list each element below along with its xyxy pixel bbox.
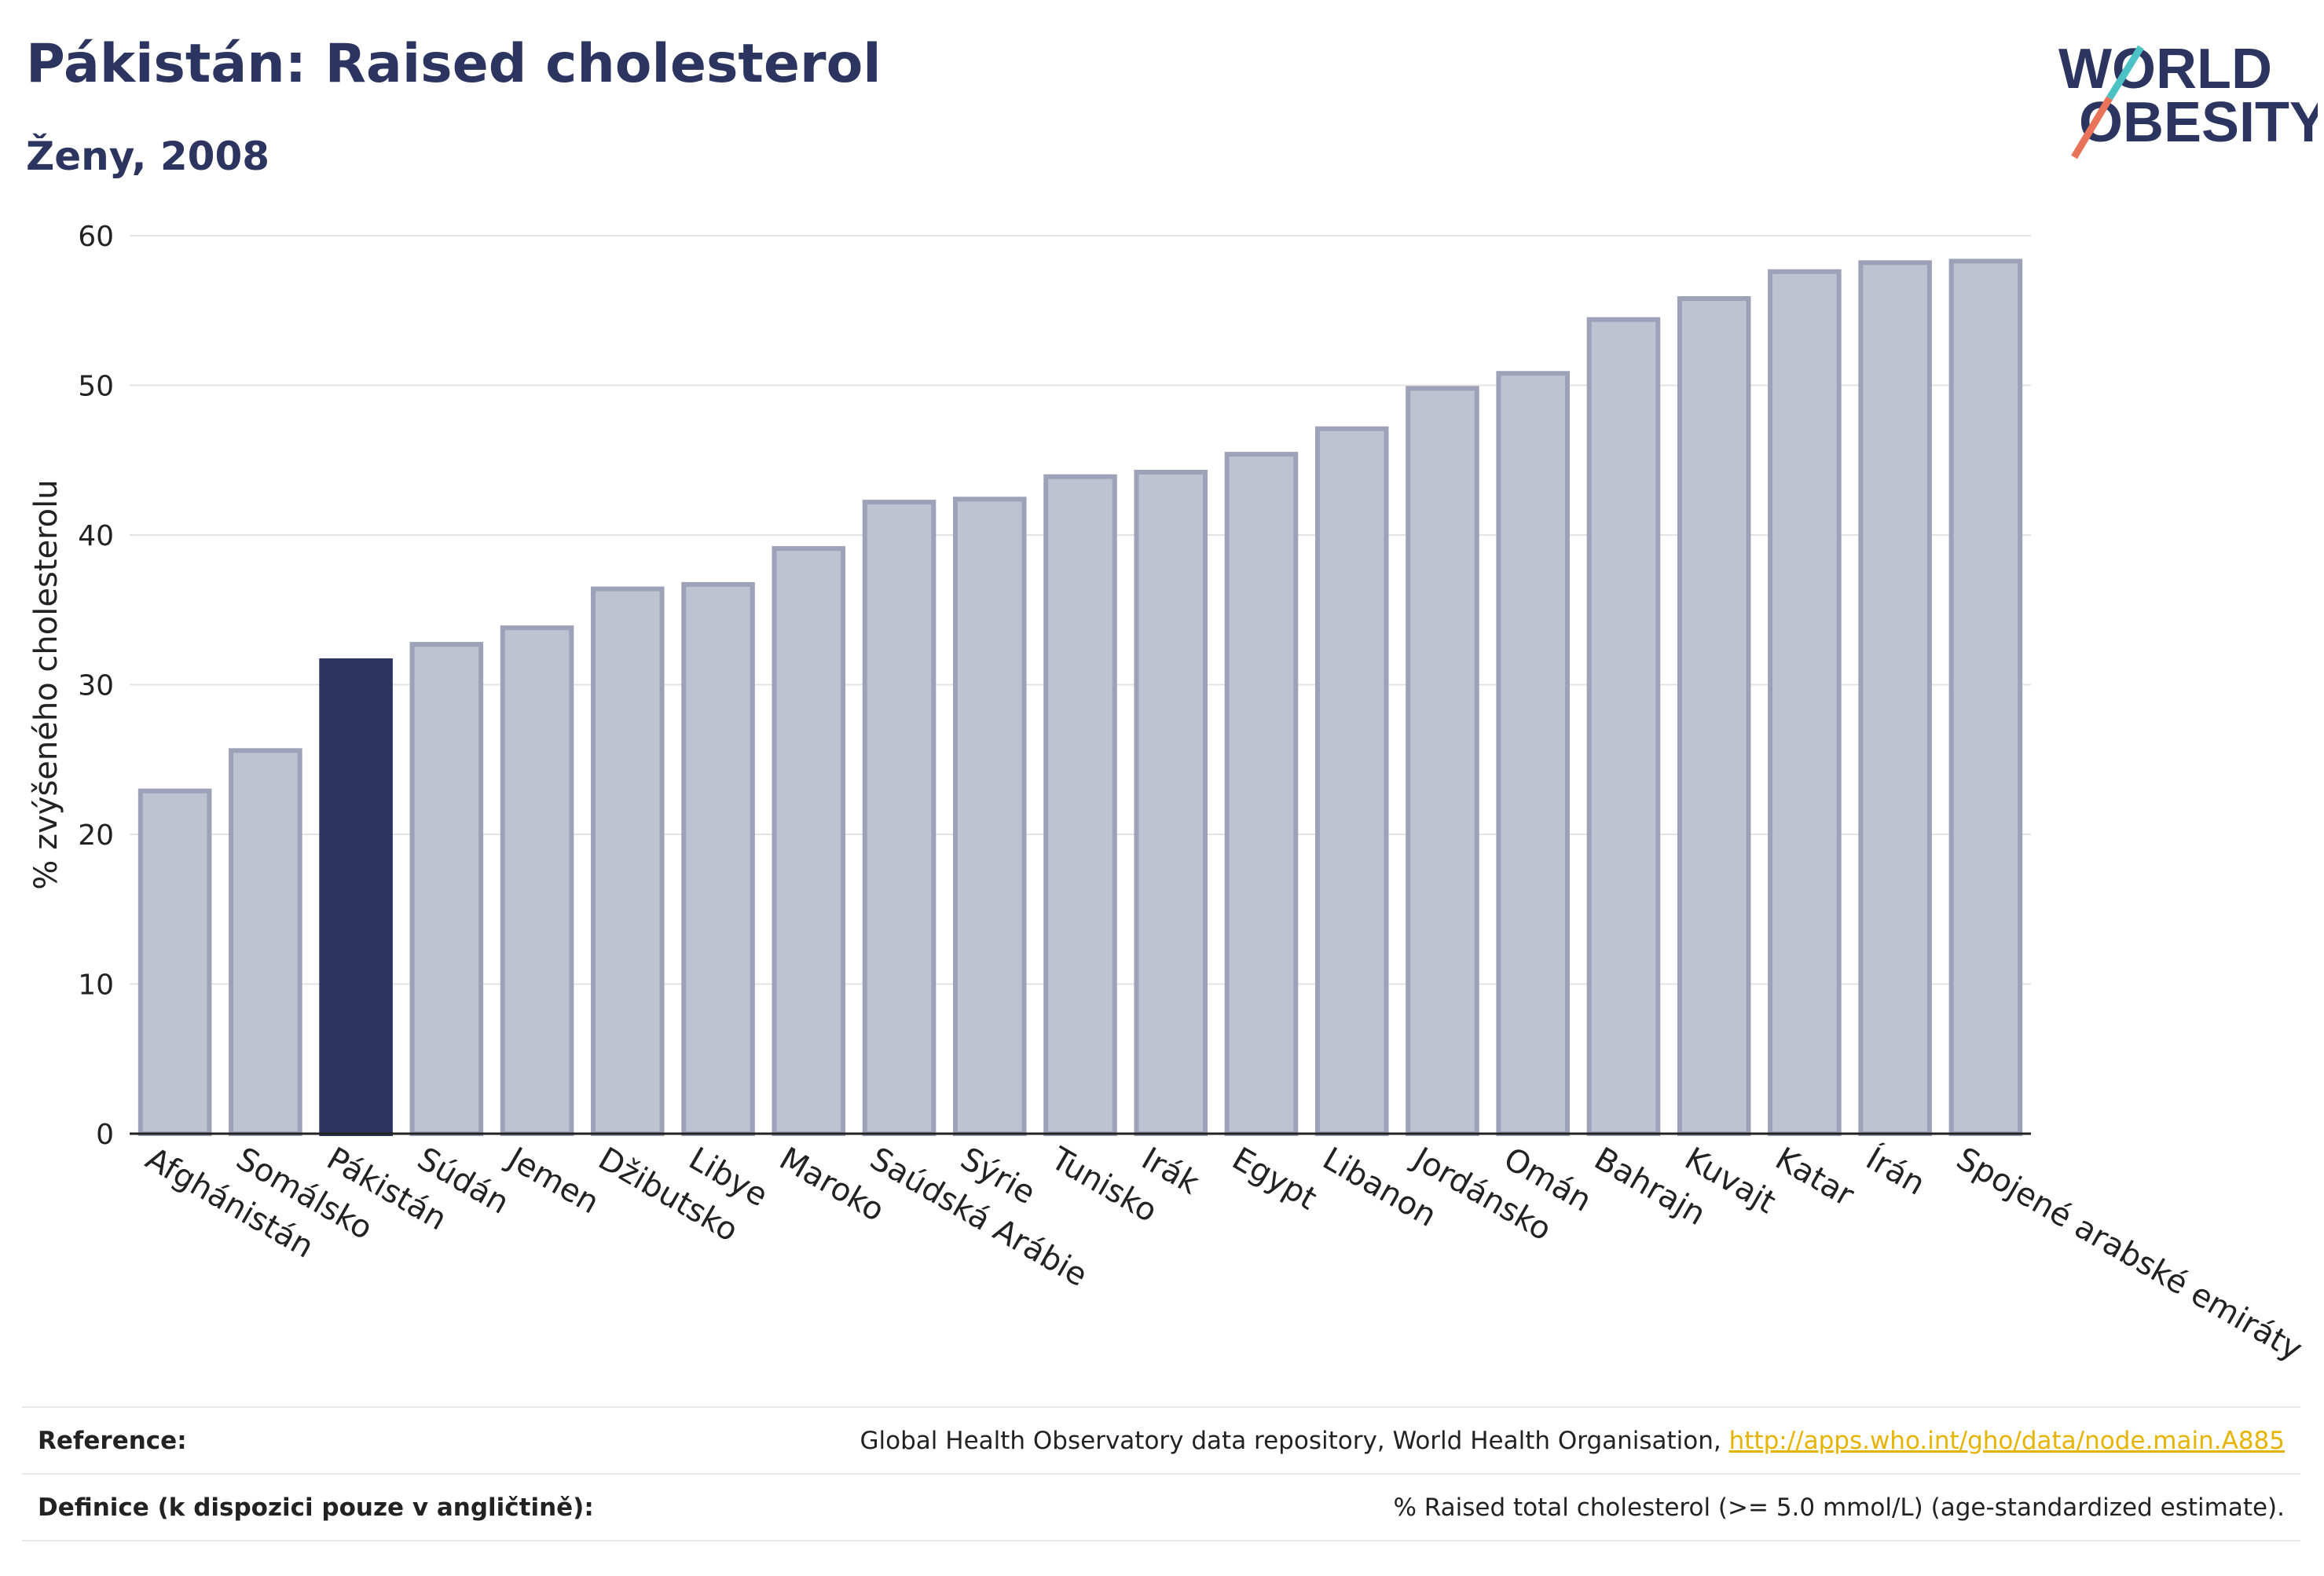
y-tick-label: 20 [78, 819, 114, 852]
bar [681, 581, 755, 1136]
bar [1406, 386, 1479, 1136]
bar [1314, 426, 1389, 1136]
x-tick-label: Írán [1860, 1139, 1932, 1203]
x-tick-label: Jemen [500, 1139, 605, 1221]
y-tick-label: 0 [96, 1119, 114, 1151]
y-tick-label: 50 [78, 371, 114, 403]
x-tick-label: Spojené arabské emiráty [1950, 1141, 2308, 1369]
bar [137, 788, 212, 1136]
bar [862, 500, 937, 1136]
chart-subtitle: Ženy, 2008 [26, 134, 270, 179]
y-tick-label: 30 [78, 670, 114, 702]
x-tick-label: Maroko [773, 1141, 890, 1229]
y-tick-label: 60 [78, 221, 114, 253]
bar [1768, 269, 1842, 1137]
bar [1677, 296, 1751, 1136]
y-tick-label: 40 [78, 520, 114, 552]
logo-graphic: WORLD OBESITY [2058, 38, 2324, 159]
logo-text-world: WORLD [2058, 38, 2272, 101]
bar [1586, 317, 1661, 1136]
footer: Reference: Global Health Observatory dat… [22, 1406, 2300, 1541]
y-tick-label: 10 [78, 969, 114, 1002]
definition-row: Definice (k dispozici pouze v angličtině… [22, 1473, 2300, 1541]
reference-link[interactable]: http://apps.who.int/gho/data/node.main.A… [1728, 1426, 2285, 1455]
bar [500, 625, 574, 1136]
bar [1134, 469, 1208, 1136]
bar-highlight [319, 658, 393, 1136]
bar [1224, 452, 1299, 1136]
bar [409, 642, 484, 1136]
logo-slash-accent [2071, 96, 2113, 159]
definition-text: % Raised total cholesterol (>= 5.0 mmol/… [1393, 1493, 2285, 1522]
bar [1043, 474, 1117, 1136]
bar [229, 748, 302, 1136]
world-obesity-logo: WORLD OBESITY [2051, 24, 2324, 165]
reference-label: Reference: [38, 1426, 187, 1455]
bar [772, 546, 846, 1136]
definition-label: Definice (k dispozici pouze v angličtině… [38, 1493, 594, 1522]
bar [1858, 260, 1932, 1136]
logo-slash-accent-top [2106, 45, 2144, 101]
bar [1496, 371, 1570, 1136]
chart-title: Pákistán: Raised cholesterol [26, 33, 882, 95]
bar [591, 586, 665, 1136]
bar [1948, 258, 2023, 1136]
reference-value: Global Health Observatory data repositor… [860, 1427, 2285, 1455]
logo-text-obesity: OBESITY [2079, 91, 2318, 154]
reference-row: Reference: Global Health Observatory dat… [22, 1406, 2300, 1473]
x-tick-label: Egypt [1226, 1141, 1322, 1218]
x-tick-label: Katar [1769, 1141, 1860, 1214]
bar [952, 497, 1027, 1136]
y-axis-label: % zvýšeného cholesterolu [28, 479, 64, 889]
reference-text: Global Health Observatory data repositor… [860, 1426, 1721, 1455]
